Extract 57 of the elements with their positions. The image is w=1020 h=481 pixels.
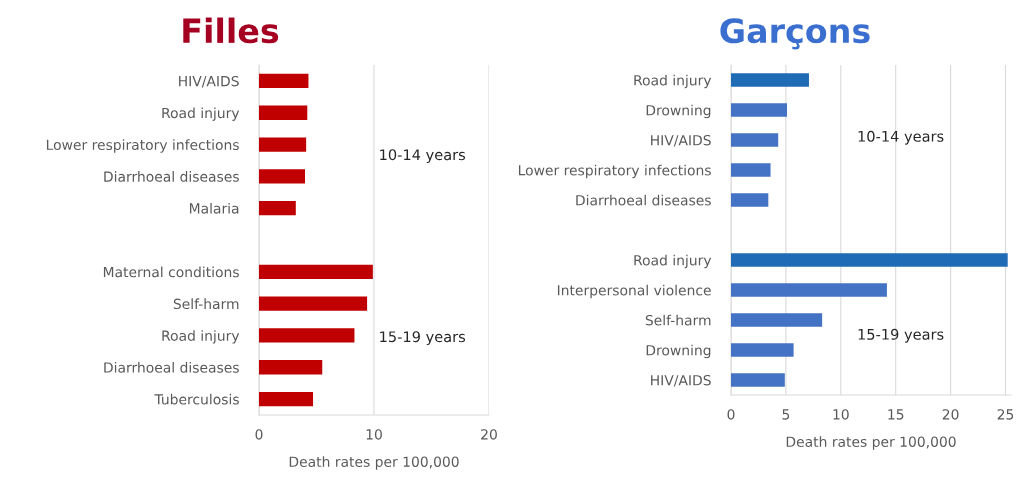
bar [731,193,769,207]
annotation: 10-14 years [858,130,944,145]
x-tick-label: 20 [481,429,497,440]
y-tick-label: HIV/AIDS [651,374,711,387]
y-tick-label: HIV/AIDS [179,75,239,88]
bar [731,253,1008,267]
y-tick-label: Self-harm [645,314,711,326]
y-tick-label: Road injury [634,74,712,89]
x-tick-label: 10 [366,429,382,440]
bar [731,283,887,297]
bar [731,313,823,327]
y-tick-label: Diarrhoeal diseases [104,362,239,373]
bar [259,169,305,184]
bar [259,137,307,152]
x-tick-label: 15 [888,409,904,420]
y-tick-label: Interpersonal violence [557,284,711,299]
x-axis-title: Death rates per 100,000 [289,456,459,470]
y-tick-label: Road injury [162,107,240,121]
annotation: 15-19 years [858,328,944,343]
y-tick-label: Road injury [162,330,240,344]
chart-title: Filles [183,17,279,44]
x-tick-label: 5 [782,409,790,420]
x-tick-label: 0 [255,429,263,440]
bar [731,103,787,117]
bar [731,163,771,177]
bar [731,73,809,87]
y-tick-label: Lower respiratory infections [46,139,239,153]
bar [731,133,779,147]
bar [259,328,355,343]
x-axis-title: Death rates per 100,000 [786,436,956,450]
y-tick-label: Tuberculosis [154,393,239,405]
y-tick-label: Drowning [646,104,711,119]
bar [259,391,314,407]
y-tick-label: Diarrhoeal diseases [576,194,711,206]
bar [731,343,794,357]
bar [259,360,323,375]
x-tick-label: 25 [997,409,1014,420]
bar [259,201,296,216]
y-tick-label: Diarrhoeal diseases [104,171,239,182]
bar [259,73,309,89]
x-tick-label: 0 [727,409,735,420]
y-tick-label: Malaria [189,202,239,214]
y-tick-label: Self-harm [173,298,239,310]
chart-title: Garçons [720,18,870,50]
bar [731,373,785,387]
bar [259,296,368,311]
annotation: 10-14 years [380,149,466,164]
x-tick-label: 20 [942,409,959,420]
bar [259,105,308,120]
annotation: 15-19 years [380,331,466,346]
x-tick-label: 10 [833,409,849,420]
y-tick-label: Drowning [646,344,711,359]
bar [259,264,373,279]
y-tick-label: HIV/AIDS [651,134,711,147]
y-tick-label: Lower respiratory infections [518,164,711,179]
y-tick-label: Maternal conditions [103,266,239,278]
y-tick-label: Road injury [634,254,712,269]
